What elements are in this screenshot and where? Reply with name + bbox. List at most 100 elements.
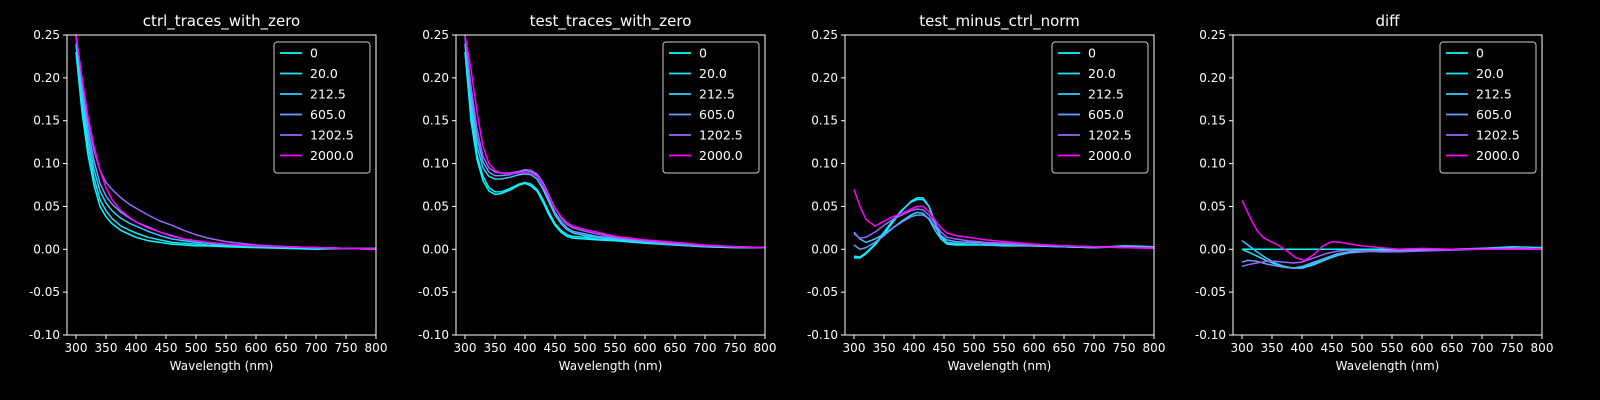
plot-frame	[844, 34, 1155, 336]
legend-item: 605.0	[1058, 107, 1124, 122]
legend-item: 1202.5	[1058, 128, 1132, 143]
y-tick-label: 0.10	[33, 157, 60, 171]
legend-label: 2000.0	[699, 148, 743, 163]
chart-panel-2: 300 350 400 450 500 550 600 650 700 750 800 -0.10 -0…	[418, 12, 777, 373]
y-tick-label: 0.05	[811, 199, 838, 213]
legend-item: 605.0	[669, 107, 735, 122]
x-tick-label: 750	[335, 341, 358, 355]
y-tick-label: 0.20	[422, 71, 449, 85]
x-tick-label: 300	[843, 341, 866, 355]
y-tick-label: 0.10	[1199, 157, 1226, 171]
x-tick-label: 650	[275, 341, 298, 355]
plot-frame	[66, 34, 377, 336]
legend-label: 20.0	[310, 66, 338, 81]
series-line-1202.5	[464, 35, 765, 249]
chart-title: test_traces_with_zero	[530, 12, 692, 31]
legend-item: 212.5	[280, 87, 346, 102]
x-tick-label: 700	[305, 341, 328, 355]
x-tick-label: 700	[1471, 341, 1494, 355]
x-tick-label: 400	[125, 341, 148, 355]
x-tick-label: 300	[454, 341, 477, 355]
x-axis-label: Wavelength (nm)	[170, 359, 274, 373]
series-line-0	[75, 52, 376, 251]
x-tick-label: 550	[993, 341, 1016, 355]
chart-panel-1: 300 350 400 450 500 550 600 650 700 750 800 -0.10 -0…	[29, 12, 388, 373]
y-tick-label: 0.00	[1199, 242, 1226, 256]
legend-label: 1202.5	[699, 128, 743, 143]
legend-item: 212.5	[1446, 87, 1512, 102]
y-tick-label: 0.00	[33, 242, 60, 256]
legend-label: 0	[699, 46, 707, 61]
x-tick-label: 650	[1441, 341, 1464, 355]
legend: 0 20.0 212.5 605.0 1202.5 2000.0	[1439, 41, 1537, 174]
x-tick-label: 300	[1231, 341, 1254, 355]
x-tick-label: 500	[185, 341, 208, 355]
y-tick-label: 0.00	[811, 242, 838, 256]
series-line-212.5	[853, 211, 1154, 249]
x-axis-label: Wavelength (nm)	[948, 359, 1052, 373]
series-group	[75, 35, 376, 251]
x-tick-label: 800	[1143, 341, 1166, 355]
y-tick-label: 0.20	[33, 71, 60, 85]
x-tick-label: 500	[963, 341, 986, 355]
x-tick-label: 750	[1501, 341, 1524, 355]
y-tick-label: 0.20	[811, 71, 838, 85]
y-tick-label: 0.25	[422, 28, 449, 42]
x-tick-label: 400	[1291, 341, 1314, 355]
x-tick-label: 500	[1351, 341, 1374, 355]
legend-item: 1202.5	[1446, 128, 1520, 143]
y-tick-label: 0.00	[422, 242, 449, 256]
legend-label: 2000.0	[310, 148, 354, 163]
legend-label: 605.0	[1476, 107, 1512, 122]
legend-label: 605.0	[1088, 107, 1124, 122]
x-tick-label: 450	[155, 341, 178, 355]
x-tick-label: 450	[544, 341, 567, 355]
legend-label: 0	[1476, 46, 1484, 61]
legend: 0 20.0 212.5 605.0 1202.5 2000.0	[1051, 41, 1149, 174]
legend-item: 20.0	[669, 66, 727, 81]
x-tick-label: 650	[1053, 341, 1076, 355]
y-tick-label: 0.25	[33, 28, 60, 42]
y-tick-label: 0.15	[422, 114, 449, 128]
series-line-2000.0	[464, 35, 765, 249]
x-tick-label: 300	[65, 341, 88, 355]
x-tick-label: 700	[1083, 341, 1106, 355]
y-tick-label: 0.15	[1199, 114, 1226, 128]
legend-item: 0	[669, 46, 707, 61]
x-tick-label: 800	[754, 341, 777, 355]
legend-label: 212.5	[1088, 87, 1124, 102]
x-tick-label: 750	[724, 341, 747, 355]
y-tick-label: 0.25	[811, 28, 838, 42]
legend-item: 212.5	[1058, 87, 1124, 102]
legend-item: 20.0	[1446, 66, 1504, 81]
x-tick-label: 700	[694, 341, 717, 355]
series-group	[1241, 200, 1542, 269]
y-tick-label: 0.15	[811, 114, 838, 128]
x-tick-label: 350	[484, 341, 507, 355]
y-tick-label: -0.05	[29, 285, 60, 299]
y-tick-label: 0.05	[33, 199, 60, 213]
x-tick-label: 750	[1113, 341, 1136, 355]
x-tick-label: 800	[365, 341, 388, 355]
legend-frame	[1051, 41, 1149, 174]
y-tick-label: 0.05	[422, 199, 449, 213]
legend-item: 2000.0	[1446, 148, 1520, 163]
series-line-1202.5	[1241, 248, 1542, 268]
legend-item: 1202.5	[280, 128, 354, 143]
legend-item: 2000.0	[1058, 148, 1132, 163]
x-tick-label: 600	[634, 341, 657, 355]
x-tick-label: 550	[215, 341, 238, 355]
series-line-2000.0	[75, 35, 376, 251]
x-tick-label: 350	[873, 341, 896, 355]
legend-item: 605.0	[280, 107, 346, 122]
legend-label: 605.0	[699, 107, 735, 122]
legend-label: 2000.0	[1088, 148, 1132, 163]
legend-label: 0	[1088, 46, 1096, 61]
legend-item: 2000.0	[669, 148, 743, 163]
legend-label: 1202.5	[1088, 128, 1132, 143]
chart-title: test_minus_ctrl_norm	[919, 12, 1080, 31]
y-tick-label: 0.20	[1199, 71, 1226, 85]
x-axis-label: Wavelength (nm)	[559, 359, 663, 373]
legend-frame	[273, 41, 371, 174]
legend-label: 0	[310, 46, 318, 61]
